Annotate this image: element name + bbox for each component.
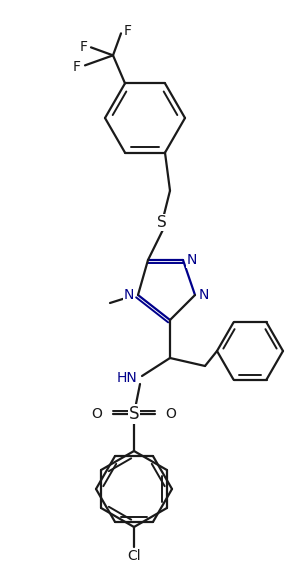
Text: HN: HN: [116, 371, 137, 385]
Text: O: O: [165, 407, 176, 421]
Text: N: N: [124, 288, 134, 302]
Text: F: F: [73, 60, 81, 74]
Text: F: F: [124, 24, 132, 39]
Text: S: S: [157, 215, 167, 230]
Text: N: N: [199, 288, 209, 302]
Text: F: F: [80, 40, 88, 54]
Text: O: O: [92, 407, 102, 421]
Text: N: N: [187, 253, 197, 267]
Text: Cl: Cl: [127, 549, 141, 563]
Text: S: S: [129, 405, 139, 423]
